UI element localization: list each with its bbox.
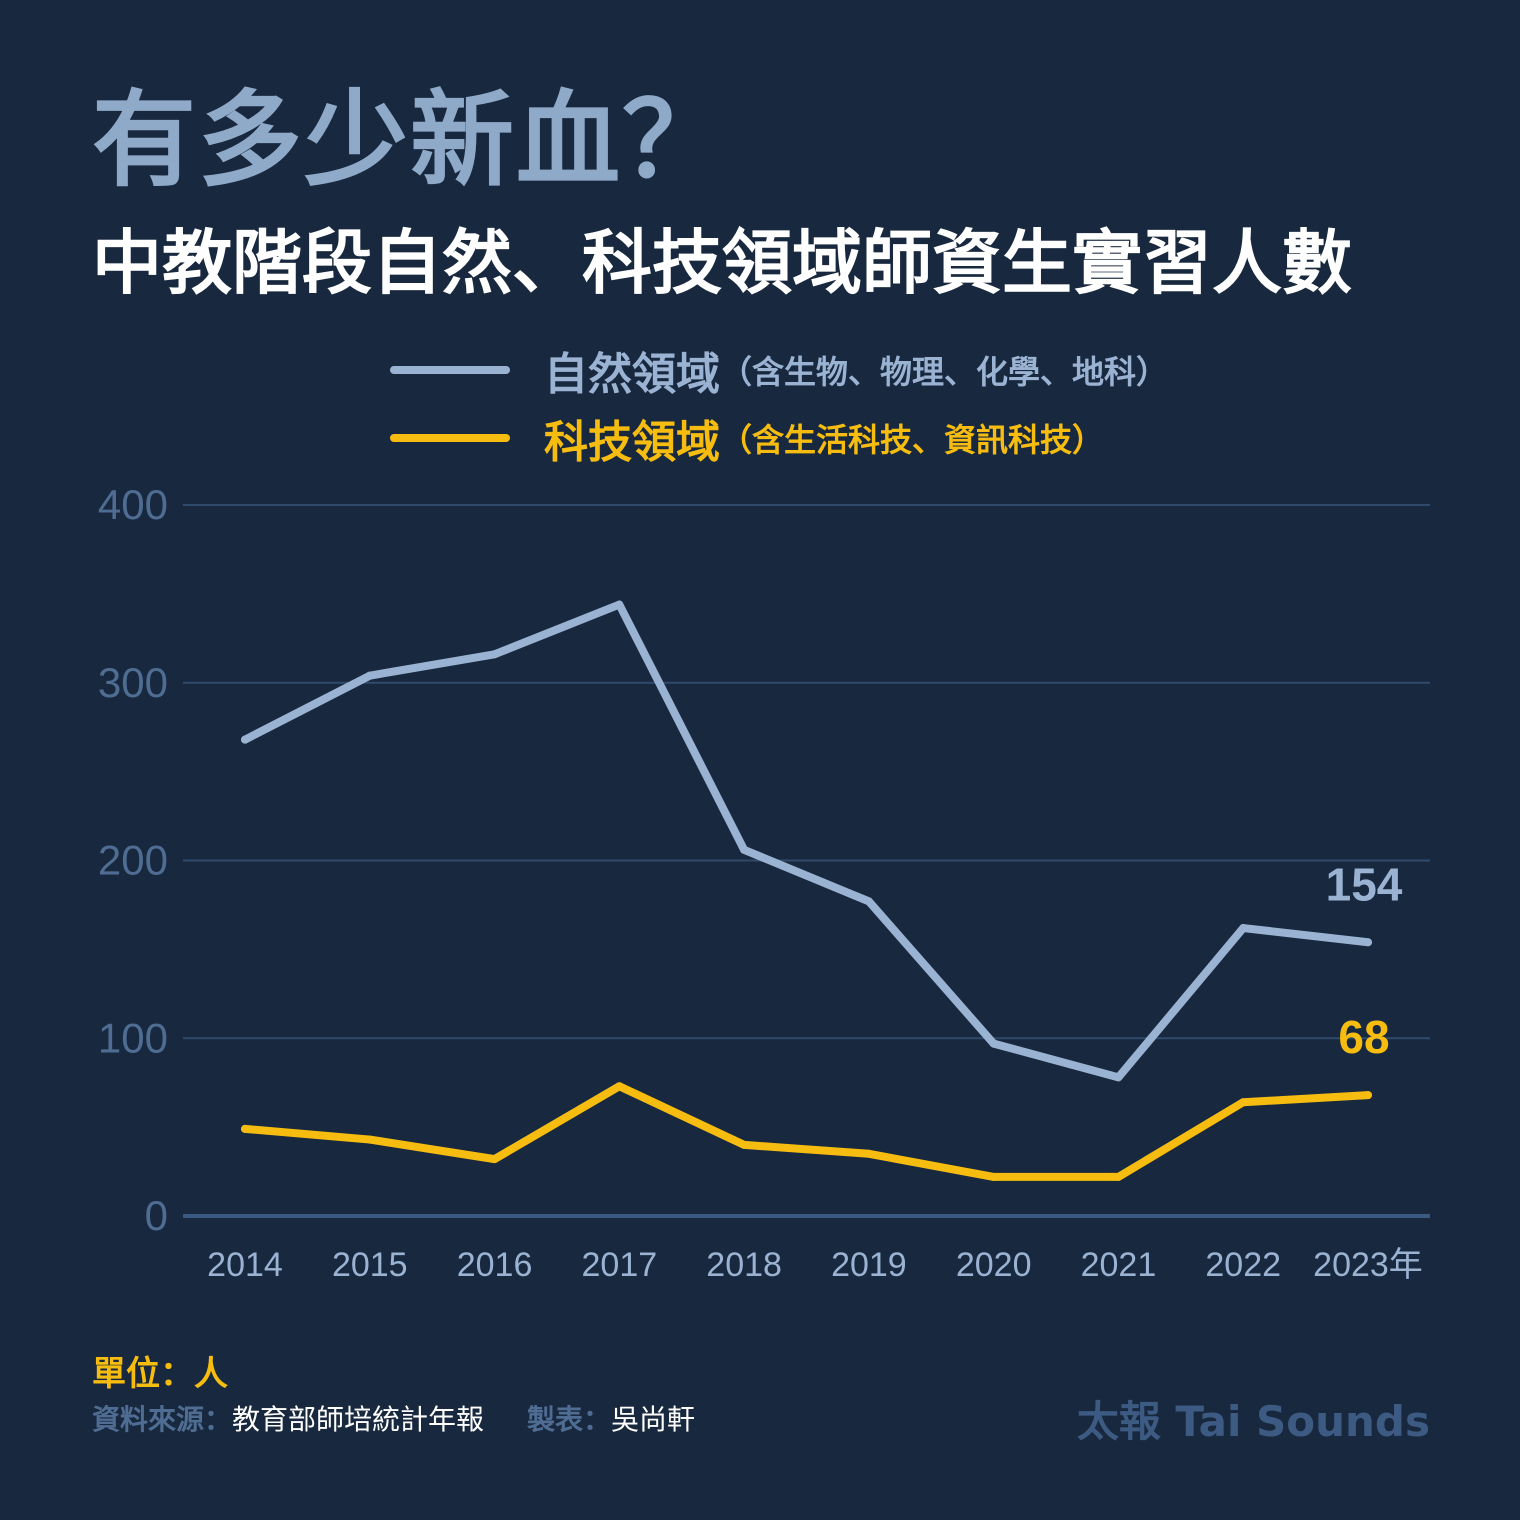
data-point-tech: [864, 1149, 873, 1158]
data-point-tech: [1239, 1098, 1248, 1107]
data-point-nature: [241, 735, 249, 744]
data-point-nature: [1239, 924, 1248, 933]
series-line-nature: [241, 600, 1372, 1082]
x-tick-label: 2016: [457, 1246, 533, 1284]
y-tick-label: 300: [98, 659, 168, 706]
unit-note: 單位：人: [92, 1354, 228, 1394]
y-tick-label: 0: [145, 1192, 168, 1239]
x-axis-ticks: 2014 2015 2016 2017 2018 2019 2020 2021 2022 2023…: [207, 1246, 1423, 1284]
x-tick-label: 2015: [332, 1246, 408, 1284]
x-tick-label: 2019: [831, 1246, 907, 1284]
x-tick-label: 2021: [1081, 1246, 1157, 1284]
data-point-tech: [989, 1172, 998, 1181]
source-label: 資料來源：: [92, 1403, 233, 1436]
x-tick-label: 2020: [956, 1246, 1032, 1284]
data-point-tech: [1364, 1091, 1372, 1100]
data-point-nature: [740, 845, 749, 854]
legend-item-tech: 科技領域 （含生活科技、資訊科技）: [390, 408, 1104, 468]
end-value-label-tech: 68: [1338, 1011, 1389, 1063]
data-point-nature: [490, 650, 499, 659]
data-point-nature: [864, 897, 873, 906]
legend-name-tech: 科技領域: [544, 417, 720, 468]
data-point-nature: [1114, 1073, 1123, 1082]
series-line-tech: [241, 1082, 1372, 1181]
data-point-tech: [241, 1124, 249, 1133]
chart-title: 有多少新血？: [92, 79, 729, 201]
legend-item-nature: 自然領域 （含生物、物理、化學、地科）: [390, 340, 1168, 400]
data-point-tech: [740, 1140, 749, 1149]
grid-layer: [183, 504, 1430, 1218]
legend-name-nature: 自然領域: [544, 349, 720, 400]
brand-logo: 太報 Tai Sounds: [1076, 1397, 1430, 1446]
legend-note-tech: （含生活科技、資訊科技）: [720, 421, 1105, 459]
maker-value: 吳尚軒: [610, 1403, 695, 1436]
source-value: 教育部師培統計年報: [232, 1403, 485, 1436]
x-tick-label: 2014: [207, 1246, 283, 1284]
series-layer: [241, 600, 1372, 1181]
x-tick-label: 2017: [582, 1246, 658, 1284]
x-tick-label: 2022: [1205, 1246, 1281, 1284]
data-point-tech: [490, 1155, 499, 1164]
data-point-nature: [615, 600, 624, 609]
data-point-nature: [989, 1039, 998, 1048]
chart-subtitle: 中教階段自然、科技領域師資生實習人數: [92, 222, 1352, 304]
y-axis-ticks: 0 100 200 300 400: [98, 481, 168, 1239]
y-tick-label: 100: [98, 1014, 168, 1061]
maker-label: 製表：: [526, 1403, 611, 1436]
legend-note-nature: （含生物、物理、化學、地科）: [720, 353, 1169, 391]
source-note: 資料來源：教育部師培統計年報 製表：吳尚軒: [92, 1398, 695, 1438]
x-tick-label: 2018: [706, 1246, 782, 1284]
y-tick-label: 400: [98, 481, 168, 528]
data-point-tech: [365, 1135, 374, 1144]
x-tick-label: 2023年: [1313, 1246, 1423, 1284]
legend-line-nature-icon: [390, 366, 510, 374]
data-point-nature: [1364, 938, 1372, 947]
y-tick-label: 200: [98, 837, 168, 884]
data-point-tech: [615, 1082, 624, 1091]
data-point-tech: [1114, 1172, 1123, 1181]
end-value-label-nature: 154: [1326, 858, 1403, 910]
legend-line-tech-icon: [390, 434, 510, 442]
data-point-nature: [365, 671, 374, 680]
end-labels: 154 68: [1326, 858, 1403, 1063]
